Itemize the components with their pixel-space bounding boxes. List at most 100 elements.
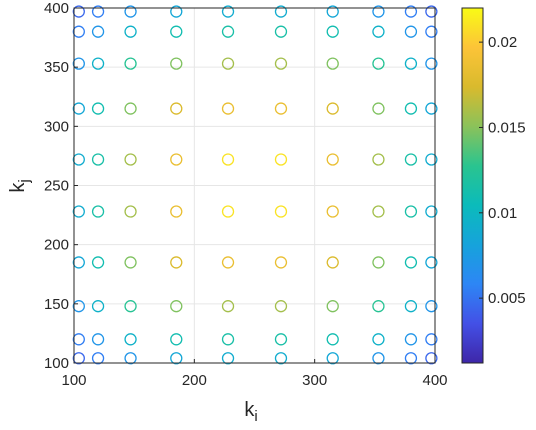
x-tick-label: 200 — [182, 372, 207, 389]
data-point — [425, 300, 438, 313]
x-tick-label: 400 — [422, 372, 447, 389]
data-point — [91, 333, 105, 346]
data-point — [124, 300, 137, 313]
data-point — [425, 5, 438, 18]
data-point — [404, 300, 418, 313]
data-point — [170, 102, 183, 115]
data-point — [404, 205, 418, 218]
x-tick-label: 100 — [61, 372, 86, 389]
data-point — [72, 25, 85, 38]
data-point — [72, 102, 85, 115]
y-axis-ticks: 100 150 200 250 300 350 400 — [44, 0, 78, 372]
y-tick-label: 350 — [44, 59, 69, 76]
data-point — [425, 333, 438, 346]
data-point — [372, 25, 385, 38]
data-point — [91, 205, 105, 218]
data-point — [326, 153, 339, 166]
data-point — [72, 300, 85, 313]
data-point — [274, 102, 288, 115]
y-tick-label: 200 — [44, 237, 69, 254]
data-point — [124, 57, 137, 70]
data-point — [170, 256, 183, 269]
data-point — [91, 25, 105, 38]
data-point — [170, 25, 183, 38]
data-point — [124, 333, 137, 346]
data-point — [425, 25, 438, 38]
data-point — [404, 333, 418, 346]
data-point — [425, 57, 438, 70]
data-point — [72, 153, 85, 166]
data-point — [221, 5, 235, 18]
data-point — [170, 153, 183, 166]
data-point — [274, 333, 288, 346]
data-point — [91, 256, 105, 269]
data-point — [91, 300, 105, 313]
data-point — [404, 25, 418, 38]
y-tick-label: 400 — [44, 0, 69, 17]
data-point — [72, 205, 85, 218]
data-point — [124, 352, 137, 365]
data-point — [372, 256, 385, 269]
data-point — [221, 57, 235, 70]
data-point — [372, 352, 385, 365]
data-point — [404, 102, 418, 115]
data-point — [170, 352, 183, 365]
data-point — [404, 153, 418, 166]
data-point — [91, 153, 105, 166]
data-point — [221, 256, 235, 269]
data-point — [274, 256, 288, 269]
data-point — [274, 205, 288, 218]
data-point — [326, 300, 339, 313]
data-point — [72, 352, 85, 365]
data-point — [425, 153, 438, 166]
data-point — [326, 333, 339, 346]
data-point — [326, 256, 339, 269]
x-axis-label: ki — [244, 399, 257, 425]
data-point — [124, 25, 137, 38]
data-point — [91, 57, 105, 70]
data-point — [72, 256, 85, 269]
data-point — [274, 300, 288, 313]
y-axis-label: kj — [7, 179, 33, 192]
data-point — [372, 5, 385, 18]
data-point — [425, 102, 438, 115]
data-point — [404, 352, 418, 365]
data-point — [274, 25, 288, 38]
colorbar-tick-label: 0.005 — [488, 290, 526, 307]
data-point — [425, 352, 438, 365]
data-point — [221, 205, 235, 218]
data-point — [72, 57, 85, 70]
data-point — [72, 5, 85, 18]
colorbar-tick-label: 0.01 — [488, 205, 517, 222]
data-point — [91, 352, 105, 365]
data-point — [170, 5, 183, 18]
data-point — [274, 352, 288, 365]
data-point — [170, 205, 183, 218]
data-point — [221, 333, 235, 346]
data-point — [425, 205, 438, 218]
x-tick-label: 300 — [302, 372, 327, 389]
data-point — [372, 153, 385, 166]
data-point — [372, 300, 385, 313]
data-point — [124, 5, 137, 18]
data-point — [326, 102, 339, 115]
x-axis-ticks: 100 200 300 400 — [61, 359, 448, 389]
data-point — [404, 256, 418, 269]
data-point — [326, 205, 339, 218]
data-point — [170, 57, 183, 70]
data-point — [404, 5, 418, 18]
data-point — [326, 352, 339, 365]
data-point — [326, 57, 339, 70]
data-point — [91, 5, 105, 18]
y-tick-label: 150 — [44, 296, 69, 313]
data-point — [124, 256, 137, 269]
data-points — [72, 5, 438, 365]
data-point — [170, 333, 183, 346]
data-point — [404, 57, 418, 70]
data-point — [221, 300, 235, 313]
data-point — [372, 333, 385, 346]
y-tick-label: 250 — [44, 178, 69, 195]
data-point — [425, 256, 438, 269]
data-point — [221, 153, 235, 166]
colorbar-ticks: 0.005 0.01 0.015 0.02 — [479, 34, 526, 307]
